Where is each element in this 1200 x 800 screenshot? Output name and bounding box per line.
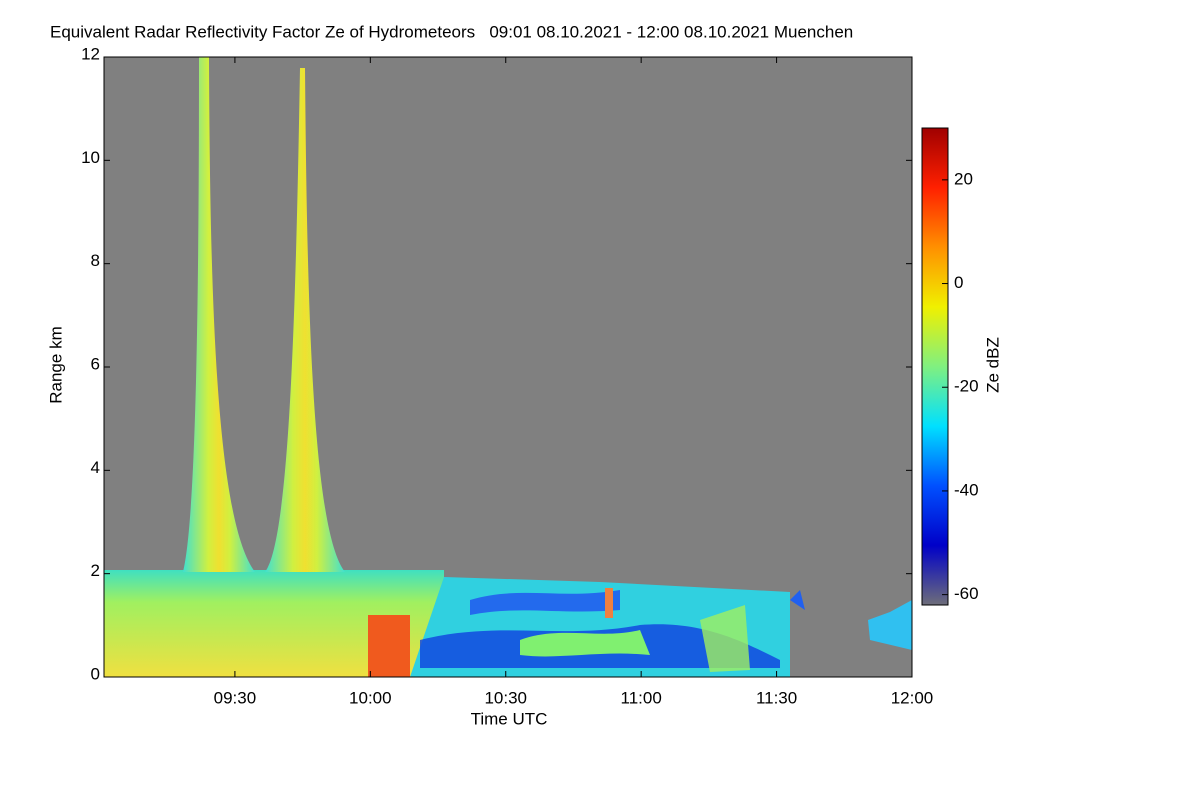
rain-core — [368, 615, 410, 677]
y-tick-label: 10 — [81, 148, 100, 167]
y-tick-label: 6 — [91, 354, 100, 373]
cloud-band — [470, 590, 620, 615]
x-tick-label: 10:30 — [484, 688, 527, 707]
cloud-patch — [520, 630, 650, 657]
cloud-patch — [700, 605, 750, 672]
chart-title: Equivalent Radar Reflectivity Factor Ze … — [50, 22, 853, 41]
radar-field — [104, 57, 912, 677]
cloud-patch — [790, 590, 805, 610]
x-tick-label: 09:30 — [214, 688, 257, 707]
plume — [265, 68, 345, 572]
x-tick-label: 11:00 — [621, 688, 662, 707]
colorbar-label: Ze dBZ — [983, 337, 1002, 393]
x-tick-label: 12:00 — [891, 688, 934, 707]
colorbar-tick-label: 20 — [954, 169, 973, 188]
x-tick-label: 10:00 — [349, 688, 392, 707]
cloud-patch — [868, 600, 912, 650]
y-tick-label: 2 — [91, 561, 100, 580]
y-tick-label: 4 — [91, 458, 100, 477]
y-tick-label: 0 — [91, 664, 100, 683]
colorbar-tick-label: -20 — [954, 377, 979, 396]
y-axis-label: Range km — [46, 326, 65, 403]
cloud-patch — [605, 588, 613, 618]
plume — [183, 57, 255, 572]
colorbar-tick-label: -40 — [954, 480, 979, 499]
colorbar — [921, 127, 949, 606]
y-tick-label: 8 — [91, 251, 100, 270]
x-tick-label: 11:30 — [756, 688, 797, 707]
y-tick-label: 12 — [81, 44, 100, 63]
colorbar-tick-label: -60 — [954, 584, 979, 603]
colorbar-tick-label: 0 — [954, 273, 963, 292]
x-axis-label: Time UTC — [471, 709, 548, 728]
